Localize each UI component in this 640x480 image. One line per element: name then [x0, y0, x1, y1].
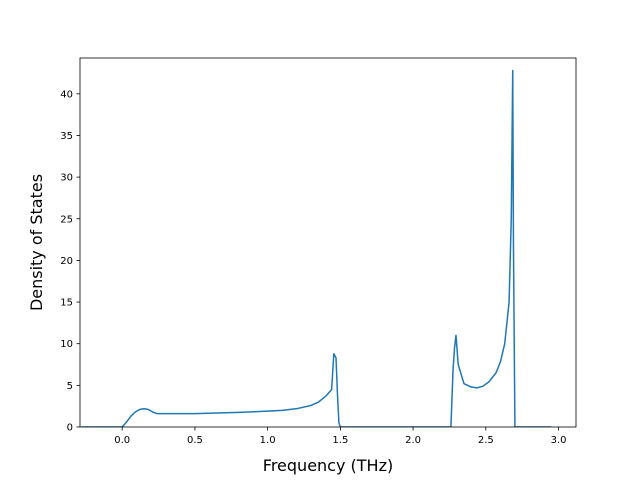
y-tick-label: 15 [60, 298, 73, 309]
x-tick-label: 0.5 [187, 435, 203, 446]
x-tick-label: 2.5 [478, 435, 494, 446]
y-tick-label: 40 [60, 89, 73, 100]
plot-frame [79, 57, 577, 428]
y-tick-label: 5 [67, 381, 73, 392]
x-axis-title: Frequency (THz) [263, 456, 393, 475]
x-tick-label: 3.0 [551, 435, 567, 446]
y-tick-label: 0 [67, 423, 73, 434]
y-tick-label: 25 [60, 214, 73, 225]
x-tick-label: 1.0 [260, 435, 276, 446]
y-tick-label: 20 [60, 256, 73, 267]
y-tick-label: 35 [60, 131, 73, 142]
y-tick-label: 30 [60, 173, 73, 184]
dos-series-line [81, 69, 552, 427]
x-tick-label: 2.0 [405, 435, 421, 446]
x-tick-label: 1.5 [332, 435, 348, 446]
y-tick-label: 10 [60, 339, 73, 350]
x-tick-label: 0.0 [114, 435, 130, 446]
y-axis-title: Density of States [27, 174, 46, 311]
